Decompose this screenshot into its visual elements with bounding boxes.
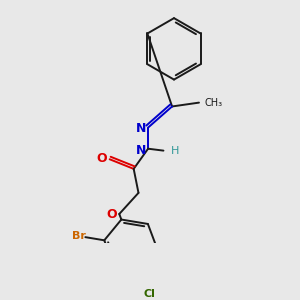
Text: H: H xyxy=(171,146,179,156)
Text: N: N xyxy=(136,122,146,135)
Text: O: O xyxy=(97,152,107,165)
Text: Cl: Cl xyxy=(143,289,155,299)
Text: CH₃: CH₃ xyxy=(205,98,223,108)
Text: Br: Br xyxy=(72,231,86,241)
Text: O: O xyxy=(106,208,117,221)
Text: N: N xyxy=(136,144,146,157)
